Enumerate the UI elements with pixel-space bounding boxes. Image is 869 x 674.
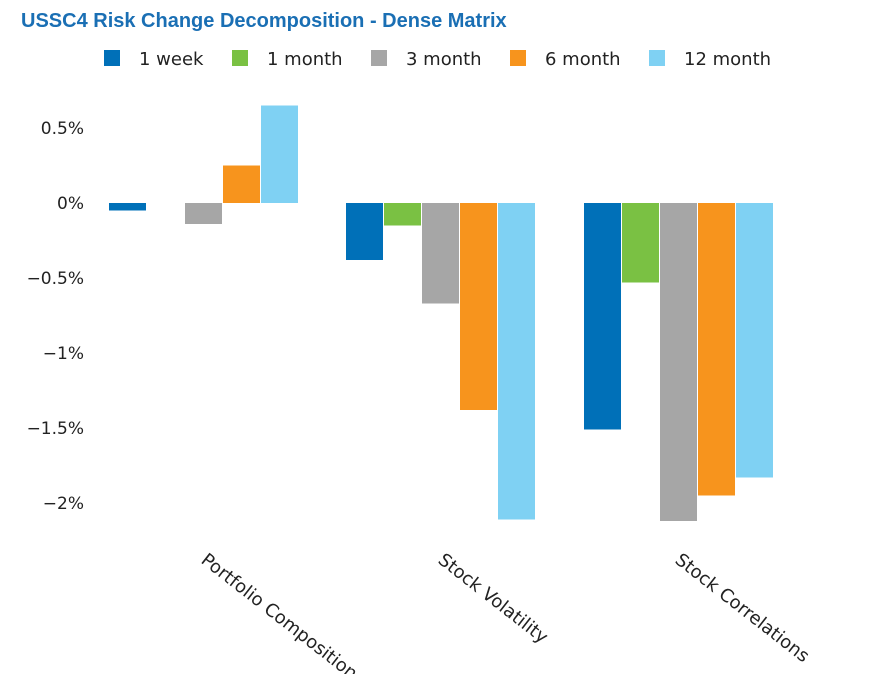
bar-12-month-portfolio-composition [261, 105, 298, 203]
x-axis-category-labels: Portfolio Composition Stock Volatility Sto… [197, 549, 813, 674]
bar-6-month-stock-volatility [460, 203, 497, 410]
bar-1-week-stock-volatility [346, 203, 383, 260]
bars [109, 105, 773, 521]
chart-title: USSC4 Risk Change Decomposition - Dense … [21, 10, 507, 32]
bar-1-week-portfolio-composition [109, 203, 146, 211]
y-tick-label: −1.5% [27, 419, 84, 439]
legend-label: 6 month [545, 49, 621, 70]
bar-12-month-stock-volatility [498, 203, 535, 520]
legend-label: 1 week [139, 49, 204, 70]
y-tick-label: −0.5% [27, 269, 84, 289]
y-tick-label: 0.5% [41, 119, 84, 139]
legend: 1 week 1 month 3 month 6 month 12 month [104, 49, 771, 70]
y-tick-label: −1% [43, 344, 84, 364]
x-category-label: Portfolio Composition [197, 549, 361, 674]
y-tick-label: −2% [43, 494, 84, 514]
legend-label: 3 month [406, 49, 482, 70]
legend-label: 12 month [684, 49, 771, 70]
x-category-label: Stock Correlations [671, 549, 813, 667]
bar-1-month-stock-volatility [384, 203, 421, 226]
bar-1-month-stock-correlations [622, 203, 659, 283]
legend-swatch [510, 50, 526, 66]
bar-3-month-stock-correlations [660, 203, 697, 521]
y-axis-tick-labels: 0.5% 0% −0.5% −1% −1.5% −2% [27, 119, 84, 514]
bar-12-month-stock-correlations [736, 203, 773, 478]
y-tick-label: 0% [57, 194, 84, 214]
x-category-label: Stock Volatility [434, 549, 552, 648]
legend-swatch [649, 50, 665, 66]
bar-3-month-portfolio-composition [185, 203, 222, 224]
legend-swatch [232, 50, 248, 66]
legend-label: 1 month [267, 49, 343, 70]
bar-3-month-stock-volatility [422, 203, 459, 304]
bar-6-month-portfolio-composition [223, 165, 260, 203]
legend-swatch [371, 50, 387, 66]
legend-swatch [104, 50, 120, 66]
bar-1-week-stock-correlations [584, 203, 621, 430]
bar-6-month-stock-correlations [698, 203, 735, 496]
